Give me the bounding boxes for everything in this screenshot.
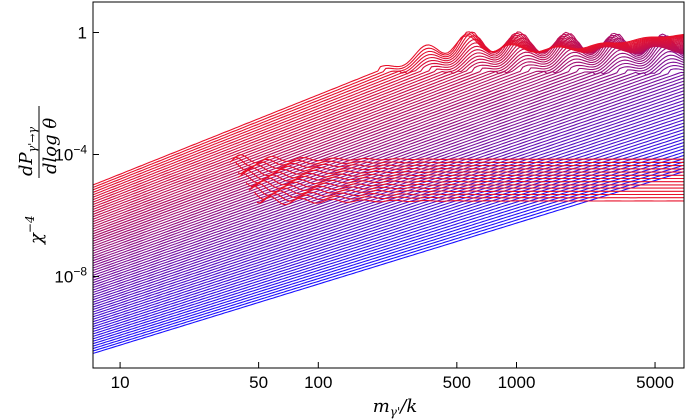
long-curve (93, 167, 684, 352)
long-curve (93, 35, 684, 254)
long-curve (93, 132, 684, 325)
x-tick-label: 500 (443, 373, 471, 392)
y-axis-ticks: 110−410−8 (54, 24, 99, 287)
long-curve (93, 151, 684, 340)
long-curve (93, 112, 684, 311)
long-curve (93, 171, 684, 354)
long-curve (93, 58, 684, 269)
long-curve (93, 99, 684, 301)
long-curve (93, 119, 684, 315)
short-curve (248, 180, 684, 191)
long-curve (93, 37, 684, 247)
long-curve (93, 54, 684, 267)
short-curve (256, 193, 684, 204)
long-curve (93, 161, 684, 347)
long-curve (93, 43, 684, 259)
long-curve (93, 164, 684, 350)
short-curve (253, 190, 684, 200)
short-curve (245, 177, 684, 187)
long-curve (93, 83, 684, 289)
long-curve (93, 154, 684, 342)
short-curve (259, 195, 684, 205)
long-curve (93, 80, 684, 286)
long-curve (93, 109, 684, 308)
long-curve (93, 122, 684, 318)
short-curve (240, 169, 684, 180)
long-curve (93, 116, 684, 313)
long-curve (93, 128, 684, 323)
x-tick-label: 5000 (636, 373, 674, 392)
plot-border (92, 1, 685, 369)
short-curve (232, 156, 684, 167)
short-curve (243, 172, 684, 184)
long-curve (93, 39, 684, 245)
long-curve (93, 35, 684, 196)
long-curve (93, 96, 684, 298)
long-curve (93, 125, 684, 320)
long-curve (93, 141, 684, 333)
long-curve (93, 158, 684, 345)
long-curve (93, 37, 684, 198)
long-curve (93, 86, 684, 291)
y-title-numerator: dPγ'→γ (16, 127, 39, 176)
long-curve (93, 35, 684, 250)
long-curve (93, 103, 684, 303)
long-curve (93, 47, 684, 262)
long-curve (93, 135, 684, 328)
short-curve (251, 185, 684, 196)
x-axis-title: mγ'/k (373, 396, 418, 419)
long-curve (93, 145, 684, 335)
plot-frame (92, 1, 685, 369)
short-curve (237, 164, 684, 175)
x-tick-label: 50 (249, 373, 268, 392)
long-curve (93, 93, 684, 296)
y-tick-label: 1 (78, 24, 87, 43)
long-curve (93, 61, 684, 271)
long-curve (93, 68, 684, 276)
short-curve (251, 182, 684, 193)
long-curve (93, 106, 684, 306)
long-curve (93, 33, 684, 188)
long-curve (93, 37, 684, 242)
long-curve (93, 74, 684, 281)
long-curve (93, 33, 684, 240)
long-curve (93, 77, 684, 284)
curve-family (93, 31, 684, 354)
y-axis-title: χ−4 dPγ'→γ dlog θ (16, 106, 61, 246)
x-axis-ticks: 10 50 100 500 1000 5000 (111, 362, 674, 392)
x-tick-label: 1000 (498, 373, 536, 392)
long-curve (93, 71, 684, 279)
long-curve (93, 39, 684, 257)
long-curve (93, 33, 684, 186)
x-tick-label: 10 (111, 373, 130, 392)
long-curve (93, 31, 684, 193)
long-curve (93, 35, 684, 235)
short-curve (229, 154, 684, 164)
long-curve (93, 32, 684, 237)
y-tick-label: 10−8 (54, 265, 87, 287)
long-curve (93, 31, 684, 191)
x-tick-label: 100 (304, 373, 332, 392)
y-title-chi: χ−4 (23, 215, 47, 246)
short-curve (237, 167, 684, 178)
long-curve (93, 138, 684, 330)
short-curve (235, 161, 684, 171)
y-title-denominator: dlog θ (40, 118, 61, 174)
long-curve (93, 51, 684, 264)
long-curve (93, 33, 684, 252)
long-curve (93, 148, 684, 337)
